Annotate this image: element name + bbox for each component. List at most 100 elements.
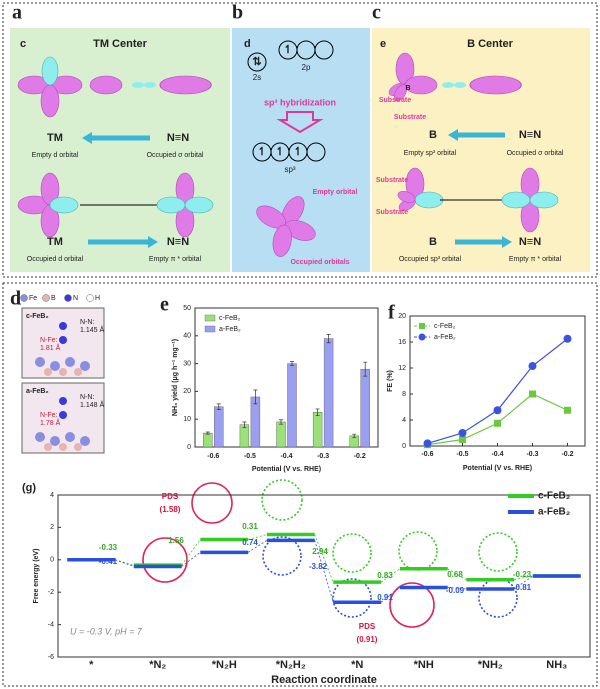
label: TM (47, 132, 63, 144)
x-tick-label: NH₃ (546, 659, 567, 671)
bar (203, 432, 213, 448)
shape (332, 533, 372, 573)
bar (287, 363, 297, 448)
bar (239, 424, 250, 448)
legend-label: Fe (29, 295, 37, 302)
x-tick-label: -0.2 (354, 453, 366, 460)
x-tick-label: *N₂H₂ (276, 659, 306, 671)
legend-marker (64, 294, 72, 302)
connector (115, 559, 134, 566)
shape (44, 368, 52, 376)
shape (44, 368, 82, 451)
y-tick-label: -4 (48, 621, 54, 628)
label: a (12, 2, 22, 24)
arrow-head (82, 132, 92, 144)
connector (181, 539, 201, 566)
y-tick-label: -6 (48, 654, 54, 661)
annotation: 1.56 (168, 536, 184, 545)
shape (59, 336, 67, 344)
label: 2p (302, 63, 311, 72)
y-axis-label: Free energy (eV) (33, 549, 40, 604)
shape (529, 191, 559, 209)
shape (501, 191, 531, 209)
label: 1.148 Å (80, 400, 104, 409)
legend-marker (419, 323, 425, 329)
legend-swatch (204, 314, 216, 322)
label: 1.145 Å (80, 325, 104, 334)
arrow-head (148, 236, 158, 248)
annotation: -0.81 (513, 583, 532, 592)
shape (41, 56, 59, 86)
panel-label: f (388, 302, 395, 324)
shape (389, 582, 435, 628)
shape (59, 322, 67, 330)
label: Occupied σ orbital (507, 150, 564, 157)
plot-frame (57, 494, 591, 658)
annotation: PDS (359, 622, 376, 631)
y-tick-label: 12 (398, 365, 406, 372)
x-tick-label: -0.5 (456, 451, 468, 458)
label: B (429, 236, 437, 248)
shape (80, 436, 90, 446)
error-bar (352, 433, 357, 438)
shape (478, 532, 518, 572)
marker (528, 362, 537, 371)
label: b (232, 2, 243, 24)
shape (247, 52, 267, 72)
label: Substrate (379, 97, 411, 104)
label: d (244, 38, 251, 50)
shape (89, 75, 123, 95)
shape (261, 479, 303, 521)
shape (59, 411, 67, 419)
shape (398, 531, 438, 571)
annotation: 0.68 (447, 570, 463, 579)
shape (74, 443, 82, 451)
y-tick-label: 20 (398, 313, 406, 320)
legend-marker (86, 294, 94, 302)
label: Empty π * orbital (509, 256, 562, 263)
bar (323, 338, 334, 448)
legend-swatch (508, 510, 534, 514)
shape (50, 436, 60, 446)
connector (447, 587, 467, 590)
label: B (429, 129, 437, 141)
label: N-Fe: (40, 412, 58, 419)
legend-label: a-FeB₂ (219, 326, 241, 333)
legend-marker (42, 294, 50, 302)
label: N-N: (80, 319, 94, 326)
annotation: 0.31 (242, 522, 258, 531)
legend-swatch (508, 494, 534, 498)
x-tick-label: -0.3 (526, 451, 538, 458)
label: N≡N (167, 132, 189, 144)
connector (115, 559, 134, 567)
bar (276, 421, 286, 448)
error-bar (242, 421, 247, 428)
annotation: PDS (162, 492, 179, 501)
arrow-head (502, 236, 512, 248)
shape (59, 322, 67, 419)
error-bar (363, 361, 368, 377)
shape (144, 82, 156, 88)
legend-label: a-FeB₂ (538, 507, 570, 518)
x-tick-label: *N₂ (149, 659, 166, 671)
label: c-FeB₂ (26, 313, 49, 320)
label: a-FeB₂ (26, 388, 49, 395)
label: Occupied σ orbital (147, 152, 204, 159)
annotation: 0.91 (377, 593, 393, 602)
legend-swatch (204, 325, 216, 333)
x-tick-label: *NH (414, 659, 434, 671)
marker (423, 439, 432, 448)
label: ↿ (257, 146, 266, 158)
shape (442, 82, 454, 88)
annotation: (0.91) (357, 635, 378, 644)
y-tick-label: 8 (402, 391, 406, 398)
y-tick-label: 2 (50, 524, 54, 531)
shape (306, 142, 326, 162)
arrow-head (448, 129, 458, 141)
shape (35, 357, 45, 367)
label: e (380, 38, 386, 50)
label: Occupied orbitals (290, 259, 349, 266)
shape (59, 368, 67, 376)
legend-label: c-FeB₂ (538, 491, 570, 502)
